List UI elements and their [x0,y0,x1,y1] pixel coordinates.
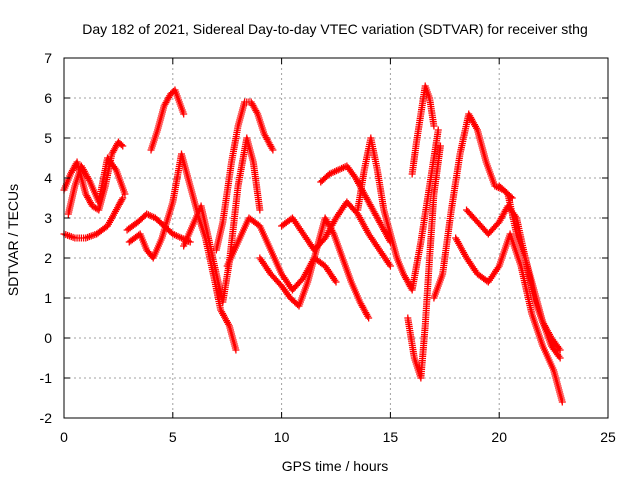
series-track-3 [64,154,129,218]
x-tick-label: 15 [383,429,399,445]
data-points [60,82,566,406]
series-track-6 [125,150,240,354]
y-tick-label: 3 [44,210,52,226]
y-tick-label: 4 [44,170,52,186]
series-track-13 [354,126,442,294]
series-track-15 [408,82,438,178]
axis-ticks: 0 5 10 15 20 25 -2 -1 0 1 2 3 4 5 6 7 [40,50,616,445]
y-tick-label: 0 [44,330,52,346]
y-tick-label: -2 [40,410,53,426]
x-tick-label: 10 [274,429,290,445]
y-tick-label: 2 [44,250,52,266]
y-tick-label: -1 [40,370,53,386]
plot-frame [63,57,609,419]
series-track-12 [317,162,394,246]
series-track-5 [147,86,188,154]
series-track-8 [212,98,277,254]
series-track-4 [123,210,194,246]
y-tick-label: 1 [44,290,52,306]
x-tick-label: 20 [491,429,507,445]
series-track-10 [256,214,373,322]
series-track-7 [180,134,264,306]
y-tick-label: 7 [44,50,52,66]
series-track-9 [223,214,340,294]
y-axis-label: SDTVAR / TECUs [5,184,21,296]
series-track-19 [495,182,564,362]
x-tick-label: 0 [60,429,68,445]
series-track-11 [278,198,394,270]
x-tick-label: 5 [169,429,177,445]
series-track-17 [452,230,566,406]
x-axis-label: GPS time / hours [282,458,389,474]
y-tick-label: 6 [44,90,52,106]
y-tick-label: 5 [44,130,52,146]
chart-title: Day 182 of 2021, Sidereal Day-to-day VTE… [82,21,588,37]
series-track-16 [430,110,516,302]
x-tick-label: 25 [600,429,616,445]
series-track-14 [404,142,444,382]
